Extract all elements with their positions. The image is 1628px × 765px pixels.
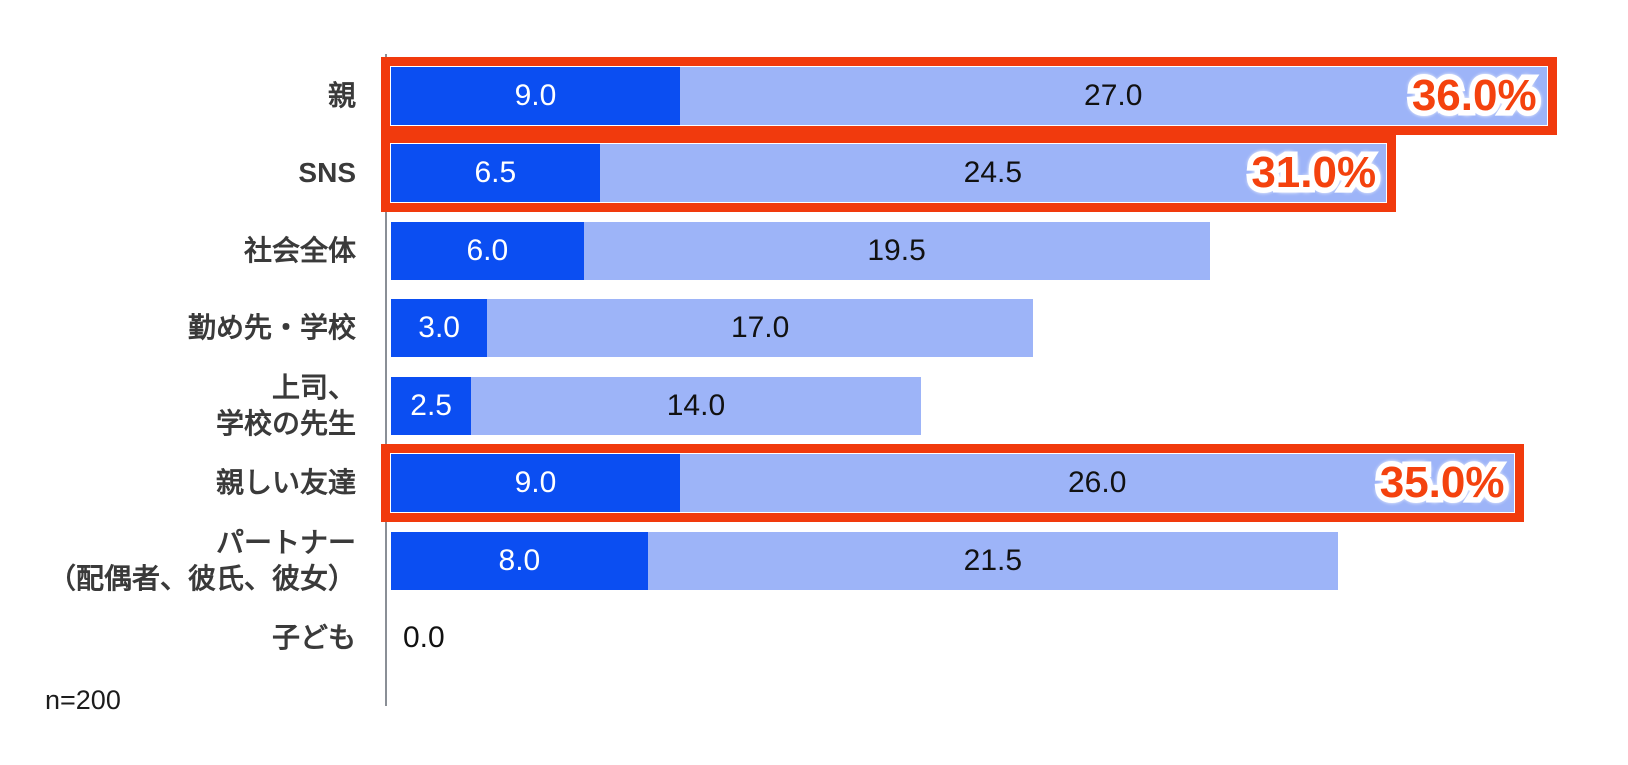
bar-segment-secondary: 26.0 (679, 454, 1515, 513)
category-label-line: 子ども (271, 622, 356, 654)
category-label-line: パートナー (215, 526, 356, 558)
segment-value: 14.0 (666, 388, 726, 422)
stacked-bar: 8.0 21.5 (391, 531, 1338, 590)
segment-value: 2.5 (410, 388, 452, 422)
y-axis-line (385, 54, 387, 706)
bar-segment-primary: 9.0 (391, 454, 680, 513)
bar-segment-primary: 2.5 (391, 376, 472, 435)
category-label-line: 社会全体 (243, 234, 356, 266)
stacked-bar-highlighted: 6.5 24.5 31.0% 31.0% (380, 134, 1397, 213)
bar-segment-secondary: 27.0 (679, 66, 1547, 125)
total-percentage-text: 31.0% (1251, 148, 1377, 198)
stacked-bar-highlighted: 9.0 27.0 36.0% 36.0% (381, 56, 1557, 135)
chart-row: 上司、学校の先生 2.5 14.0 (216, 367, 1625, 445)
category-label: 子ども (0, 620, 372, 656)
category-label-line: 親 (327, 79, 356, 111)
chart-row: SNS 6.5 24.5 31.0% 31.0% (298, 134, 1625, 213)
chart-row: 子ども 0.0 (272, 600, 1625, 678)
segment-value: 9.0 (514, 466, 557, 500)
category-label: 勤め先・学校 (0, 310, 372, 346)
stacked-bar: 2.5 14.0 (391, 376, 921, 435)
total-percentage-label: 35.0% 35.0% (1374, 455, 1510, 510)
chart-row: 勤め先・学校 3.0 17.0 (188, 290, 1625, 368)
bar-segment-secondary: 24.5 (599, 144, 1387, 203)
bar-segment-primary: 8.0 (391, 531, 648, 590)
total-percentage-outline: 31.0% (1246, 145, 1382, 200)
category-label-line: 学校の先生 (215, 407, 356, 439)
segment-value: 6.0 (466, 233, 509, 267)
bar-segment-secondary: 14.0 (471, 376, 921, 435)
total-percentage-text: 35.0% (1379, 458, 1505, 508)
category-label: 社会全体 (0, 233, 372, 269)
bar-segment-secondary: 19.5 (583, 221, 1210, 280)
segment-value: 27.0 (1084, 78, 1143, 112)
segment-value: 21.5 (963, 543, 1023, 577)
bar-rows-container: 親 9.0 27.0 36.0% 36.0% SNS 6.5 24.5 31.0% 31.0% 社会… (48, 56, 1625, 678)
total-percentage-label: 36.0% 36.0% (1406, 68, 1542, 123)
bar-segment-secondary: 21.5 (647, 531, 1338, 590)
bar-segment-primary: 3.0 (391, 299, 488, 358)
chart-row: 社会全体 6.0 19.5 (244, 212, 1625, 290)
segment-value: 9.0 (514, 78, 557, 112)
chart-row: パートナー （配偶者、彼氏、彼女） 8.0 21.5 (48, 522, 1625, 600)
category-label-line: 勤め先・学校 (187, 312, 356, 344)
bar-segment-secondary: 17.0 (487, 299, 1033, 358)
segment-value: 17.0 (730, 311, 790, 345)
category-label-line: （配偶者、彼氏、彼女） (47, 562, 356, 594)
segment-value-zero: 0.0 (403, 621, 445, 655)
segment-value: 3.0 (418, 311, 460, 345)
category-label: 親しい友達 (0, 465, 372, 501)
segment-value: 24.5 (963, 156, 1023, 190)
chart-row: 親しい友達 9.0 26.0 35.0% 35.0% (216, 444, 1625, 523)
stacked-bar-highlighted: 9.0 26.0 35.0% 35.0% (380, 444, 1525, 523)
bar-segment-primary: 9.0 (391, 66, 680, 125)
total-percentage-text: 36.0% (1411, 70, 1537, 120)
category-label: 上司、学校の先生 (0, 370, 372, 442)
stacked-bar: 6.0 19.5 (391, 221, 1210, 280)
total-percentage-outline: 36.0% (1406, 68, 1542, 123)
sample-size-note: n=200 (45, 685, 121, 715)
category-label-line: 親しい友達 (215, 467, 356, 499)
segment-value: 19.5 (867, 233, 926, 267)
segment-value: 8.0 (498, 543, 541, 577)
total-percentage-outline: 35.0% (1374, 455, 1510, 510)
category-label: SNS (0, 155, 372, 191)
stacked-bar: 3.0 17.0 (391, 299, 1033, 358)
segment-value: 26.0 (1067, 466, 1127, 500)
category-label-line: SNS (298, 157, 356, 189)
bar-segment-primary: 6.0 (391, 221, 584, 280)
segment-value: 6.5 (474, 156, 517, 190)
chart-row: 親 9.0 27.0 36.0% 36.0% (328, 56, 1625, 135)
category-label-line: 上司、 (271, 371, 356, 403)
total-percentage-label: 31.0% 31.0% (1246, 145, 1382, 200)
category-label: 親 (0, 78, 372, 114)
bar-segment-primary: 6.5 (391, 144, 600, 203)
category-label: パートナー （配偶者、彼氏、彼女） (0, 525, 372, 597)
